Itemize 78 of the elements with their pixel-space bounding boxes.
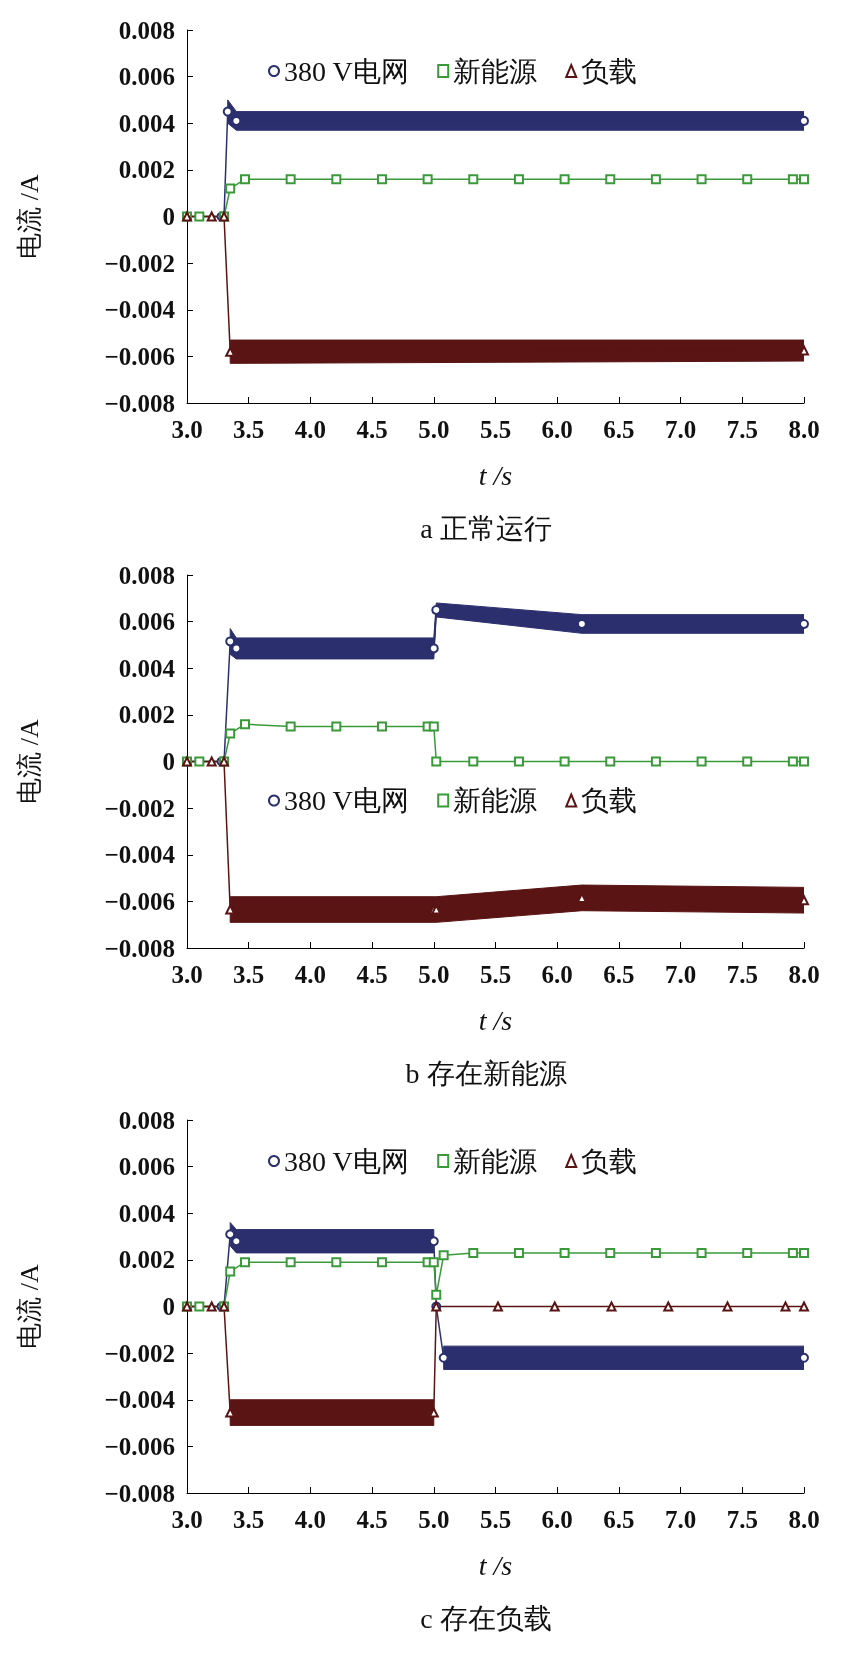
y-tick-label: 0.004 (118, 654, 176, 682)
y-tick-label: 0.008 (118, 561, 175, 589)
y-tick-label: 0 (162, 203, 175, 230)
y-tick-label: 0 (162, 1293, 175, 1320)
y-axis-title: 电流 /A (14, 719, 44, 804)
x-axis-title: t /s (478, 459, 513, 491)
x-tick-label: 3.0 (171, 1506, 203, 1533)
legend-label: 负载 (581, 785, 638, 816)
legend-label: 新能源 (453, 785, 538, 816)
y-tick-label: 0.008 (118, 16, 175, 44)
text: a 正常运行 (420, 512, 552, 544)
legend-label: 380 V电网 (284, 785, 409, 816)
legend-label: 负载 (581, 1145, 638, 1177)
x-tick-label: 3.5 (233, 1506, 265, 1533)
y-tick-label: 0.004 (118, 1199, 176, 1227)
x-tick-label: 4.5 (356, 961, 388, 988)
x-axis-title: t /s (478, 1004, 513, 1036)
y-tick-label: −0.004 (104, 841, 176, 869)
y-tick-label: 0.006 (118, 608, 175, 636)
y-tick-label: 0.006 (118, 63, 175, 91)
x-tick-label: 8.0 (788, 1506, 820, 1533)
y-tick-label: 0.002 (118, 1246, 175, 1274)
y-tick-label: −0.002 (104, 1339, 175, 1367)
x-tick-label: 4.0 (294, 1506, 327, 1533)
x-tick-label: 5.0 (418, 961, 450, 988)
y-tick-label: −0.002 (104, 794, 175, 822)
x-axis-title: t /s (478, 1549, 513, 1581)
x-tick-label: 7.5 (726, 961, 758, 988)
x-tick-label: 4.0 (294, 961, 327, 988)
x-tick-label: 6.5 (603, 1506, 635, 1533)
x-tick-label: 8.0 (788, 961, 820, 988)
y-tick-label: 0.008 (118, 1106, 175, 1134)
y-tick-label: 0.004 (118, 109, 176, 137)
y-tick-label: 0 (162, 748, 175, 775)
x-tick-label: 7.5 (726, 1506, 758, 1533)
legend-label: 新能源 (453, 1145, 538, 1177)
x-tick-label: 7.0 (664, 961, 697, 988)
legend-label: 新能源 (453, 55, 538, 87)
x-tick-label: 6.5 (603, 416, 635, 443)
x-tick-label: 7.0 (664, 1506, 697, 1533)
legend-label: 负载 (581, 55, 638, 87)
legend-label: 380 V电网 (284, 55, 409, 87)
y-tick-label: −0.004 (104, 1386, 176, 1414)
y-axis-title: 电流 /A (14, 1264, 44, 1349)
x-tick-label: 4.5 (356, 1506, 388, 1533)
y-tick-label: 0.002 (118, 156, 175, 184)
x-tick-label: 6.0 (541, 1506, 573, 1533)
x-tick-label: 3.5 (233, 961, 265, 988)
y-tick-label: −0.002 (104, 249, 175, 277)
y-tick-label: −0.008 (104, 934, 175, 962)
x-tick-label: 4.5 (356, 416, 388, 443)
x-tick-label: 5.5 (479, 1506, 512, 1533)
x-tick-label: 5.0 (418, 416, 450, 443)
text: c 存在负载 (420, 1602, 552, 1634)
y-axis-title: 电流 /A (14, 174, 44, 259)
x-tick-label: 7.0 (664, 416, 697, 443)
text: b 存在新能源 (405, 1057, 567, 1089)
y-tick-label: 0.006 (118, 1153, 175, 1181)
x-tick-label: 3.0 (171, 961, 203, 988)
y-tick-label: 0.002 (118, 701, 175, 729)
x-tick-label: 5.0 (418, 1506, 450, 1533)
y-tick-label: −0.008 (104, 1479, 175, 1507)
x-tick-label: 6.5 (603, 961, 635, 988)
x-tick-label: 5.5 (479, 961, 512, 988)
y-tick-label: −0.008 (104, 389, 175, 417)
x-tick-label: 7.5 (726, 416, 758, 443)
x-tick-label: 6.0 (541, 416, 573, 443)
y-tick-label: −0.006 (104, 1432, 175, 1460)
legend-label: 380 V电网 (284, 1145, 409, 1177)
x-tick-label: 3.5 (233, 416, 265, 443)
x-tick-label: 6.0 (541, 961, 573, 988)
y-tick-label: −0.006 (104, 342, 175, 370)
y-tick-label: −0.006 (104, 887, 175, 915)
y-tick-label: −0.004 (104, 296, 176, 324)
x-tick-label: 5.5 (479, 416, 512, 443)
x-tick-label: 3.0 (171, 416, 203, 443)
x-tick-label: 4.0 (294, 416, 327, 443)
x-tick-label: 8.0 (788, 416, 820, 443)
